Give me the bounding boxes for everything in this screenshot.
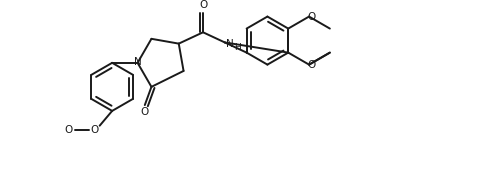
Text: O: O: [65, 125, 73, 135]
Text: N: N: [227, 39, 234, 49]
Text: N: N: [134, 57, 142, 67]
Text: O: O: [90, 125, 99, 135]
Text: O: O: [307, 60, 316, 70]
Text: O: O: [199, 1, 207, 10]
Text: O: O: [141, 107, 149, 117]
Text: O: O: [307, 12, 316, 22]
Text: H: H: [235, 43, 241, 52]
